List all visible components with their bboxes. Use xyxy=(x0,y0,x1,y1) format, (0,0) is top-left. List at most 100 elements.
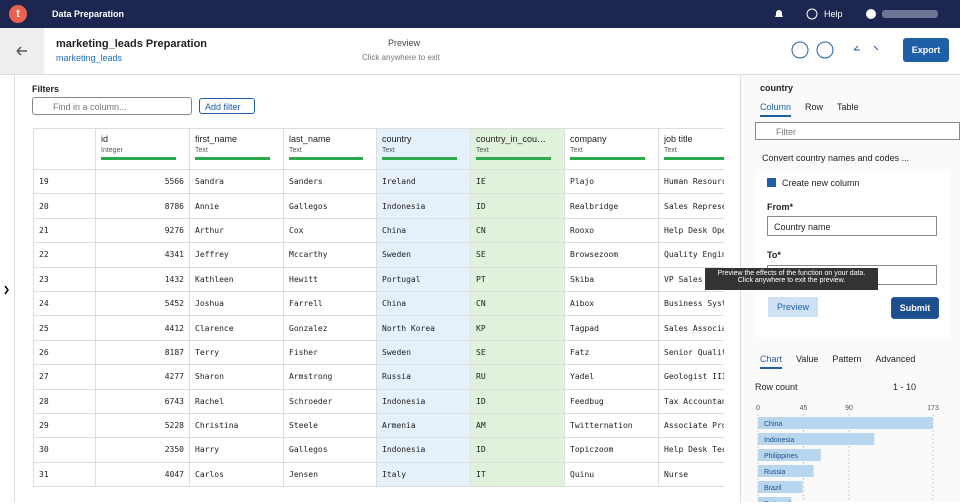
cell: Harry xyxy=(189,437,284,463)
dataset-link[interactable]: marketing_leads xyxy=(56,53,123,63)
cell: IE xyxy=(470,168,565,195)
bar-label: Philippines xyxy=(764,453,798,460)
cell: Steele xyxy=(283,412,377,439)
cell: AM xyxy=(470,412,565,439)
cell: 8786 xyxy=(95,193,190,219)
to-label: To* xyxy=(767,250,781,260)
pagination[interactable]: 1 - 10 xyxy=(893,382,917,392)
icons xyxy=(775,10,783,17)
bar[interactable] xyxy=(758,433,875,445)
column-header[interactable]: company Text xyxy=(564,128,659,170)
bar[interactable] xyxy=(758,465,814,477)
submit-button[interactable]: Submit xyxy=(891,297,939,319)
cell: 4047 xyxy=(95,461,190,488)
cell: China xyxy=(376,217,471,244)
export-button[interactable]: Export xyxy=(903,38,949,62)
help-link[interactable]: Help xyxy=(824,9,843,19)
cell: Feedbug xyxy=(564,388,659,414)
cell: Realbridge xyxy=(564,193,659,219)
column-header[interactable]: id Integer xyxy=(95,128,190,170)
grid-table: id Integer first_name Text last_name Text coun… xyxy=(33,128,724,488)
tab[interactable]: Chart xyxy=(760,354,783,369)
cell: Human Resource xyxy=(658,168,724,195)
column-search[interactable]: Find in a column... xyxy=(32,97,192,115)
bar[interactable] xyxy=(758,449,821,461)
side-toggle[interactable] xyxy=(0,75,15,502)
column-name: job title xyxy=(664,134,693,144)
cell: Rachel xyxy=(189,388,284,414)
help-icon[interactable] xyxy=(805,7,819,21)
tab[interactable]: Advanced xyxy=(875,354,916,364)
column-type: Text xyxy=(195,147,208,154)
function-filter[interactable]: Filter xyxy=(755,122,960,140)
header-actions[interactable] xyxy=(790,40,890,60)
cell: 21 xyxy=(33,217,96,244)
cell: Fatz xyxy=(564,339,659,366)
cell: 2350 xyxy=(95,437,190,463)
cell: Sanders xyxy=(283,168,377,195)
column-name: country xyxy=(382,134,412,144)
bar[interactable] xyxy=(758,417,933,429)
logo[interactable]: t xyxy=(9,5,27,23)
preview-button[interactable]: Preview xyxy=(768,297,818,317)
cell: Quinu xyxy=(564,461,659,488)
quality-bar xyxy=(289,157,363,160)
cell: IT xyxy=(470,461,565,488)
cell: Sweden xyxy=(376,339,471,366)
tab[interactable]: Column xyxy=(760,102,792,117)
tab[interactable]: Pattern xyxy=(832,354,862,364)
x-tick-label: 45 xyxy=(800,405,808,412)
column-header[interactable]: first_name Text xyxy=(189,128,284,170)
cell: Gallegos xyxy=(283,193,377,219)
x-tick-label: 173 xyxy=(927,405,939,412)
cell: Quality Engine xyxy=(658,242,724,268)
cell: Terry xyxy=(189,339,284,366)
quality-bar xyxy=(195,157,270,160)
cell: 1432 xyxy=(95,266,190,292)
cell: 5452 xyxy=(95,290,190,317)
cell: Rooxo xyxy=(564,217,659,244)
column-type: Text xyxy=(570,147,583,154)
cell: Sales Represen xyxy=(658,193,724,219)
data-row: 22 4341 Jeffrey Mccarthy Sweden SE Browsezoom Q… xyxy=(33,242,724,268)
column-header[interactable]: country Text xyxy=(376,128,471,170)
cell: Kathleen xyxy=(189,266,284,292)
from-select[interactable]: Country name xyxy=(767,216,937,236)
column-header[interactable]: job title Text xyxy=(658,128,724,170)
row-count-label: Row count xyxy=(755,382,798,392)
bar-label: Indonesia xyxy=(764,437,794,444)
column-type: Text xyxy=(664,147,677,154)
cell: RU xyxy=(470,364,565,390)
cell: 20 xyxy=(33,193,96,219)
cell: Arthur xyxy=(189,217,284,244)
column-name: company xyxy=(570,134,607,144)
function-name[interactable]: Convert country names and codes ... xyxy=(762,153,910,163)
checkbox[interactable] xyxy=(767,178,776,187)
tab[interactable]: Table xyxy=(837,102,859,112)
cell: Browsezoom xyxy=(564,242,659,268)
tab[interactable]: Value xyxy=(796,354,819,364)
cell: Geologist III xyxy=(658,364,724,390)
add-filter-button[interactable]: Add filter xyxy=(199,98,255,114)
cell: Annie xyxy=(189,193,284,219)
cell: Indonesia xyxy=(376,193,471,219)
cell: 19 xyxy=(33,168,96,195)
cell: SE xyxy=(470,242,565,268)
cell: Sweden xyxy=(376,242,471,268)
cell: Plajo xyxy=(564,168,659,195)
stat-tabs: Chart Value Pattern Advanced xyxy=(760,354,915,369)
app-switcher[interactable]: Data Preparation xyxy=(52,9,125,19)
cell: Associate Prof xyxy=(658,412,724,439)
user-menu[interactable] xyxy=(864,7,944,21)
data-row: 30 2350 Harry Gallegos Indonesia ID Topiczoom H… xyxy=(33,437,724,463)
tab[interactable]: Row xyxy=(805,102,824,112)
cell: 22 xyxy=(33,242,96,268)
column-header[interactable]: last_name Text xyxy=(283,128,377,170)
bar[interactable] xyxy=(758,497,792,502)
column-header[interactable]: country_in_cou… Text xyxy=(470,128,565,170)
back-button[interactable] xyxy=(0,28,44,74)
cell: Schroeder xyxy=(283,388,377,414)
bar[interactable] xyxy=(758,481,803,493)
cell: Aibox xyxy=(564,290,659,317)
